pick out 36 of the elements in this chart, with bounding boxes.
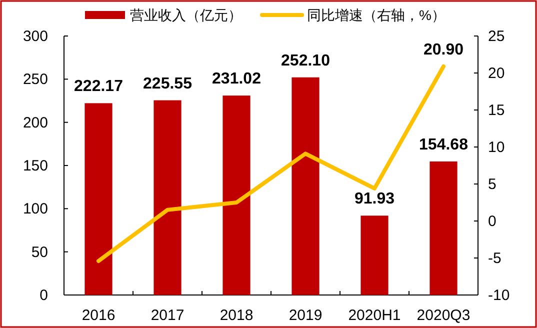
bar — [84, 103, 112, 295]
legend-label: 营业收入（亿元） — [130, 7, 242, 23]
y2-tick-label: -5 — [488, 250, 502, 267]
data-label: 154.68 — [419, 136, 468, 154]
bar — [360, 216, 388, 295]
y2-tick-label: 25 — [488, 28, 505, 45]
legend-label: 同比增速（右轴，%） — [307, 7, 446, 23]
x-tick-label: 2019 — [288, 307, 322, 324]
data-label: 252.10 — [281, 52, 330, 70]
x-tick-label: 2018 — [220, 307, 254, 324]
data-label: 231.02 — [212, 70, 262, 88]
data-label: 225.55 — [143, 75, 192, 92]
x-tick-label: 2020Q3 — [416, 307, 470, 324]
bar — [222, 96, 250, 295]
bar — [154, 100, 182, 295]
data-label: 91.93 — [354, 190, 395, 208]
y2-tick-label: 5 — [488, 176, 496, 193]
y2-tick-label: 20 — [488, 65, 505, 82]
y-tick-label: 150 — [22, 158, 48, 174]
y2-tick-label: -10 — [488, 287, 510, 304]
x-tick-label: 2020H1 — [348, 307, 401, 324]
bar — [292, 77, 320, 295]
y-tick-label: 250 — [22, 71, 48, 88]
data-label: 222.17 — [74, 78, 124, 96]
y2-tick-label: 15 — [488, 102, 505, 119]
bar — [430, 161, 458, 295]
y-tick-label: 200 — [22, 114, 48, 132]
y2-tick-label: 0 — [488, 213, 496, 230]
x-tick-label: 2017 — [150, 307, 184, 324]
y-tick-label: 100 — [22, 200, 48, 218]
y-tick-label: 50 — [31, 244, 48, 261]
x-tick-label: 2016 — [82, 307, 116, 324]
y2-tick-label: 10 — [488, 139, 505, 156]
y-tick-label: 0 — [40, 287, 48, 304]
y-tick-label: 300 — [22, 28, 48, 45]
data-label: 20.90 — [423, 41, 464, 58]
